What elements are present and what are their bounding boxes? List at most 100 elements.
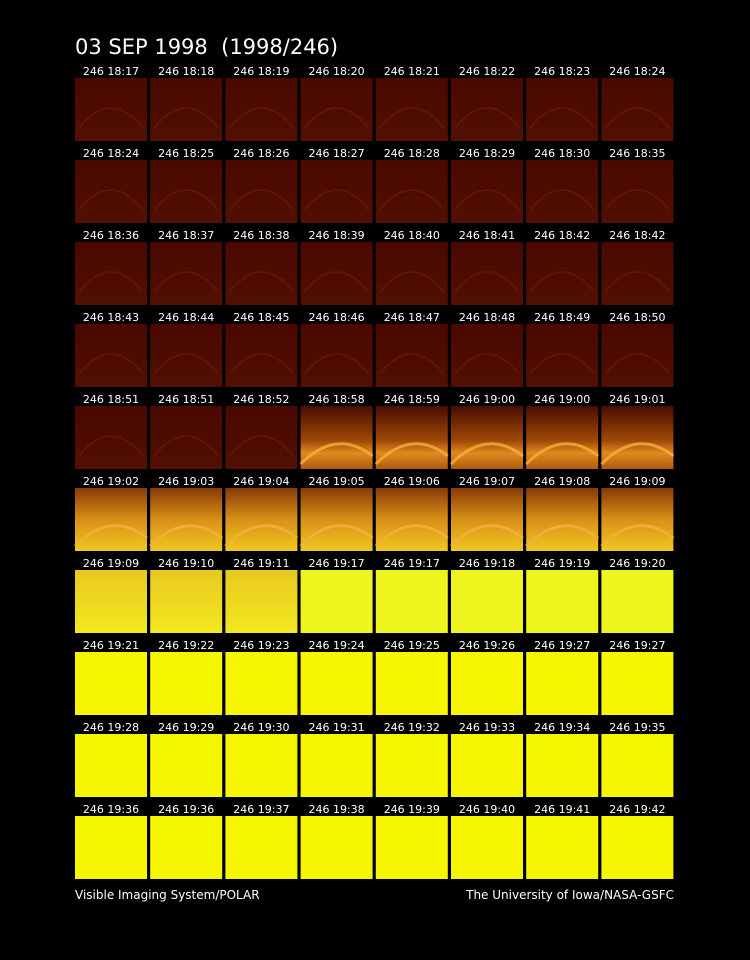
- panel-label: 246 19:34: [534, 721, 590, 734]
- panel-label: 246 19:00: [534, 393, 590, 406]
- panel-image: [150, 242, 223, 305]
- panel-label: 246 18:38: [233, 229, 289, 242]
- panel-label: 246 19:00: [459, 393, 515, 406]
- aurora-arc: [449, 442, 524, 466]
- panel-image: [300, 78, 373, 141]
- panel-image: [526, 406, 599, 469]
- panel-label: 246 18:24: [83, 147, 139, 160]
- panel-label: 246 19:11: [233, 557, 289, 570]
- panel-image: [526, 488, 599, 551]
- panel-label: 246 19:03: [158, 475, 214, 488]
- panel-label: 246 19:23: [233, 639, 289, 652]
- panel-image: [451, 734, 523, 797]
- panel-image: [601, 816, 674, 879]
- aurora-arc: [303, 271, 370, 293]
- panel-label: 246 19:32: [384, 721, 440, 734]
- aurora-arc: [374, 524, 449, 548]
- panel-image: [150, 406, 223, 469]
- panel-image: [451, 570, 523, 633]
- aurora-arc: [529, 189, 595, 211]
- aurora-arc: [78, 435, 144, 457]
- panel-label: 246 19:30: [233, 721, 289, 734]
- panel-label: 246 19:42: [609, 803, 665, 816]
- panel-image: [75, 734, 147, 797]
- panel-image: [150, 78, 223, 141]
- panel-label: 246 18:51: [158, 393, 214, 406]
- panel-image: [375, 406, 448, 469]
- panel-label: 246 19:07: [459, 475, 515, 488]
- aurora-arc: [604, 353, 671, 375]
- title: 03 SEP 1998 (1998/246): [75, 35, 338, 59]
- panel-image: [300, 734, 373, 797]
- panel-label: 246 19:17: [308, 557, 364, 570]
- panel-image: [75, 816, 147, 879]
- panel-image: [451, 488, 523, 551]
- panel-label: 246 18:49: [534, 311, 590, 324]
- aurora-arc: [604, 271, 671, 293]
- panel-label: 246 18:42: [609, 229, 665, 242]
- panel-label: 246 19:31: [308, 721, 364, 734]
- panel-image: [150, 488, 223, 551]
- panel-label: 246 18:50: [609, 311, 665, 324]
- panel-image: [526, 816, 599, 879]
- panel-label: 246 18:23: [534, 65, 590, 78]
- panel-label: 246 19:01: [609, 393, 665, 406]
- panel-image: [150, 816, 223, 879]
- panel-label: 246 19:35: [609, 721, 665, 734]
- panel-image: [300, 160, 373, 223]
- panel-image: [526, 734, 599, 797]
- panel-label: 246 18:20: [308, 65, 364, 78]
- panel-image: [300, 242, 373, 305]
- panel-image: [150, 570, 223, 633]
- panel-image: [451, 160, 523, 223]
- panel-label: 246 19:38: [308, 803, 364, 816]
- aurora-arc: [78, 353, 144, 375]
- aurora-arc: [379, 107, 445, 129]
- panel-label: 246 18:52: [233, 393, 289, 406]
- panel-image: [300, 570, 373, 633]
- panel-label: 246 19:18: [459, 557, 515, 570]
- panel-image: [451, 652, 523, 715]
- aurora-arc: [228, 435, 295, 457]
- panel-label: 246 19:06: [384, 475, 440, 488]
- panel-image: [451, 78, 523, 141]
- aurora-arc: [153, 353, 219, 375]
- panel-image: [601, 652, 674, 715]
- panel-label: 246 19:33: [459, 721, 515, 734]
- panel-image: [601, 160, 674, 223]
- aurora-arc: [379, 353, 445, 375]
- panel-label: 246 19:39: [384, 803, 440, 816]
- panel-image: [375, 242, 448, 305]
- panel-image: [601, 734, 674, 797]
- aurora-arc: [153, 189, 219, 211]
- aurora-arc: [303, 107, 370, 129]
- panel-label: 246 18:48: [459, 311, 515, 324]
- panel-label: 246 18:47: [384, 311, 440, 324]
- panel-label: 246 18:29: [459, 147, 515, 160]
- aurora-arc: [299, 524, 374, 548]
- panel-image: [601, 78, 674, 141]
- panel-label: 246 18:17: [83, 65, 139, 78]
- panel-label: 246 19:40: [459, 803, 515, 816]
- aurora-arc: [303, 189, 370, 211]
- panel-label: 246 19:05: [308, 475, 364, 488]
- panel-image: [225, 570, 298, 633]
- aurora-arc: [78, 189, 144, 211]
- panel-image: [225, 652, 298, 715]
- panel-image: [375, 652, 448, 715]
- panel-image: [225, 406, 298, 469]
- panel-label: 246 18:51: [83, 393, 139, 406]
- aurora-arc: [379, 189, 445, 211]
- aurora-arc: [454, 353, 520, 375]
- panel-label: 246 19:28: [83, 721, 139, 734]
- panel-label: 246 19:41: [534, 803, 590, 816]
- panel-label: 246 19:09: [609, 475, 665, 488]
- panel-label: 246 18:21: [384, 65, 440, 78]
- panel-image: [300, 488, 373, 551]
- aurora-arc: [525, 442, 600, 466]
- panel-image: [150, 734, 223, 797]
- panel-image: [300, 324, 373, 387]
- panel-label: 246 19:22: [158, 639, 214, 652]
- panel-image: [375, 816, 448, 879]
